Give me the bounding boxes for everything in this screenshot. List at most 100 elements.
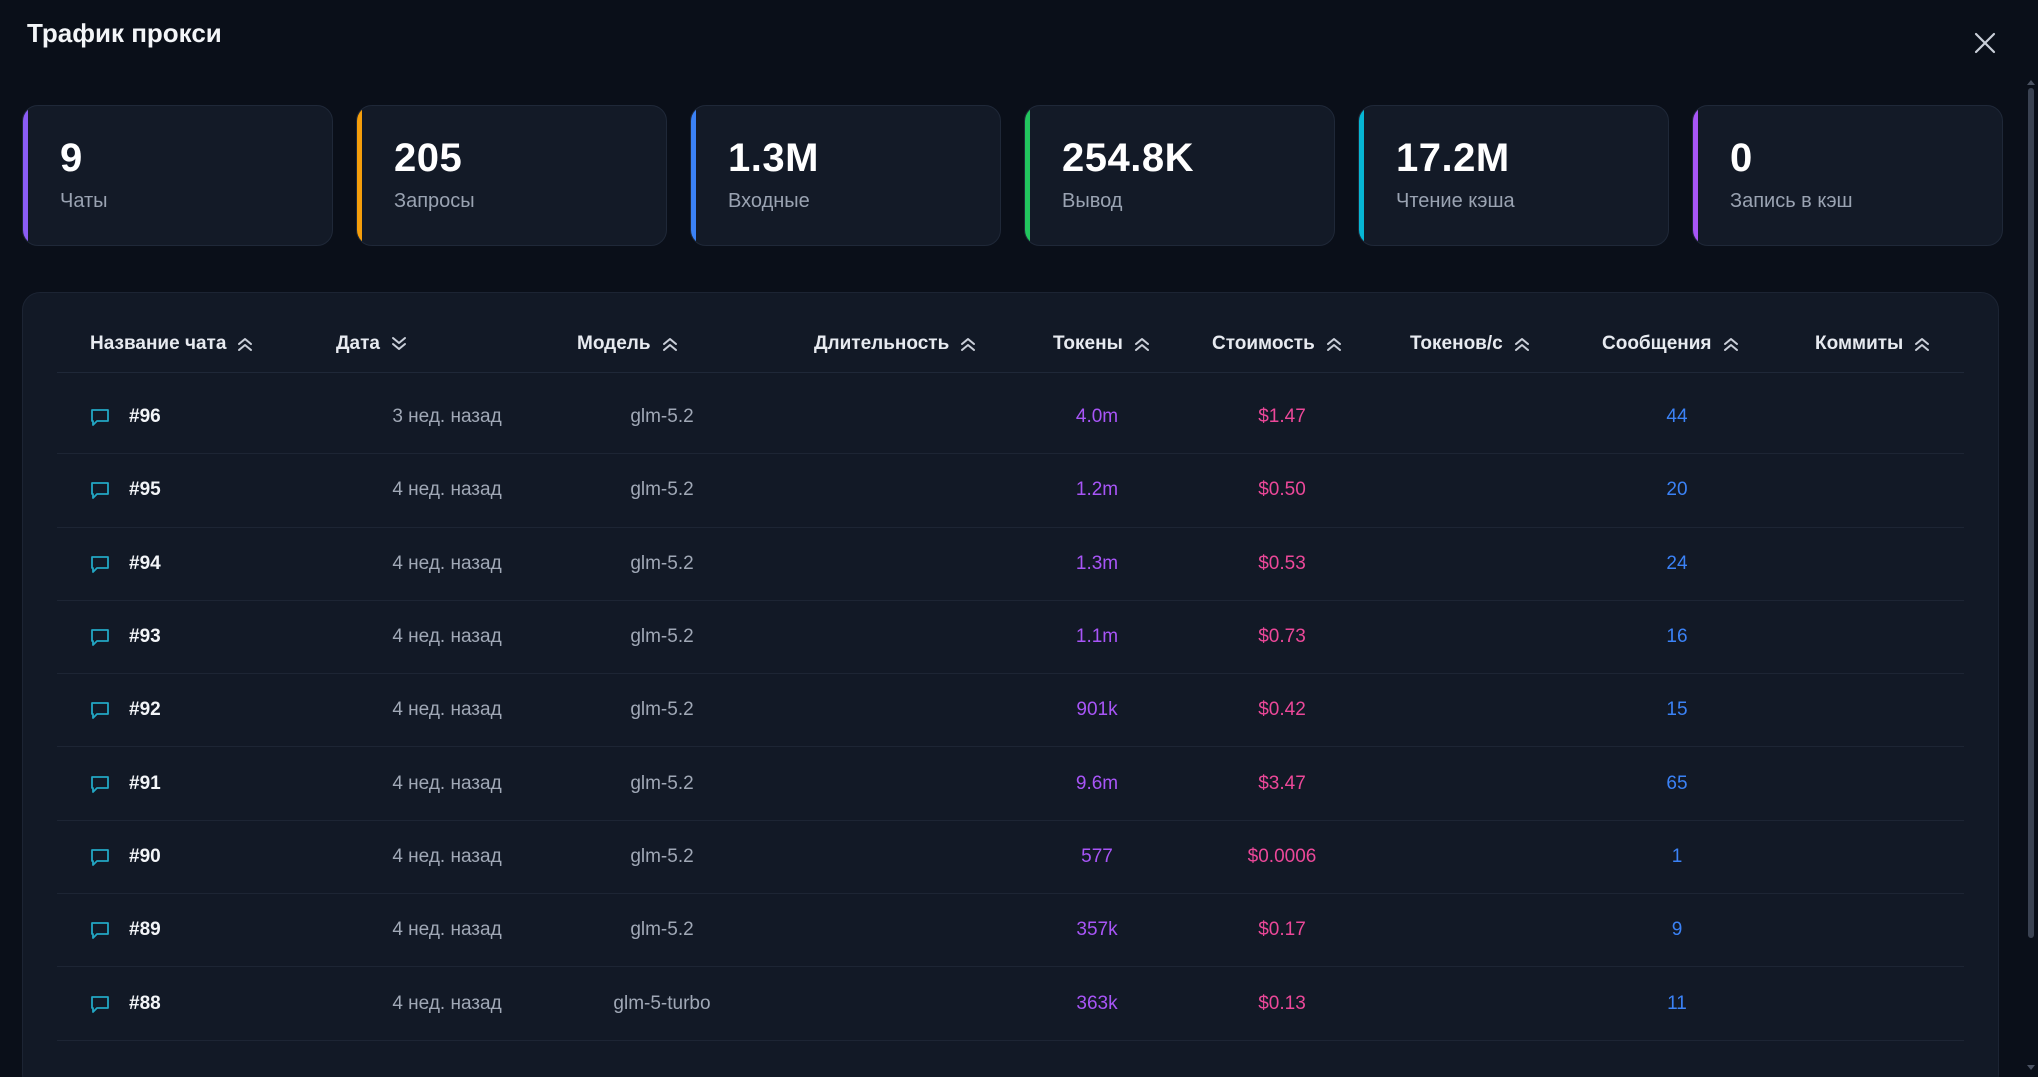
column-header-tokens[interactable]: Токены bbox=[1053, 333, 1151, 355]
stat-accent bbox=[23, 106, 28, 245]
chat-date: 4 нед. назад bbox=[392, 626, 502, 648]
chat-tokens: 1.1m bbox=[1075, 626, 1119, 648]
chat-messages: 9 bbox=[1671, 919, 1683, 941]
modal-title: Трафик прокси bbox=[27, 18, 222, 48]
column-header-date[interactable]: Дата bbox=[336, 333, 408, 355]
chat-cost: $3.47 bbox=[1258, 772, 1306, 794]
scroll-down-arrow[interactable] bbox=[2027, 1065, 2035, 1070]
stat-label: Входные bbox=[728, 190, 810, 212]
chat-cost: $0.73 bbox=[1258, 626, 1306, 648]
chat-tokens: 577 bbox=[1081, 845, 1113, 867]
stat-card-input: 1.3M Входные bbox=[690, 105, 1001, 246]
table-row[interactable]: #95 4 нед. назад glm-5.2 1.2m $0.50 20 bbox=[57, 454, 1964, 528]
chat-bubble-icon bbox=[89, 919, 111, 941]
chat-name[interactable]: #94 bbox=[129, 552, 161, 574]
chat-cost: $0.42 bbox=[1258, 699, 1306, 721]
table-row[interactable]: #96 3 нед. назад glm-5.2 4.0m $1.47 44 bbox=[57, 381, 1964, 455]
chat-name[interactable]: #89 bbox=[129, 919, 161, 941]
stat-label: Запись в кэш bbox=[1730, 190, 1853, 212]
table-row[interactable]: #92 4 нед. назад glm-5.2 901k $0.42 15 bbox=[57, 674, 1964, 748]
stat-value: 0 bbox=[1730, 136, 1753, 180]
chat-bubble-icon bbox=[89, 846, 111, 868]
chat-messages: 65 bbox=[1666, 772, 1688, 794]
table-body: #96 3 нед. назад glm-5.2 4.0m $1.47 44 #95 4 не… bbox=[57, 381, 1964, 1041]
scroll-up-arrow[interactable] bbox=[2027, 80, 2035, 85]
chat-bubble-icon bbox=[89, 553, 111, 575]
chat-bubble-icon bbox=[89, 626, 111, 648]
stat-label: Чтение кэша bbox=[1396, 190, 1515, 212]
column-label: Название чата bbox=[90, 333, 227, 354]
table-row[interactable]: #88 4 нед. назад glm-5-turbo 363k $0.13 11 bbox=[57, 967, 1964, 1041]
chevron-double-up-icon bbox=[1134, 338, 1149, 351]
chat-name[interactable]: #93 bbox=[129, 626, 161, 648]
chat-model: glm-5-turbo bbox=[613, 992, 711, 1014]
column-header-duration[interactable]: Длительность bbox=[814, 333, 977, 355]
stat-label: Вывод bbox=[1062, 190, 1123, 212]
chat-tokens: 4.0m bbox=[1075, 406, 1119, 428]
chat-name[interactable]: #95 bbox=[129, 479, 161, 501]
chevron-double-up-icon bbox=[1326, 338, 1341, 351]
chat-name[interactable]: #90 bbox=[129, 845, 161, 867]
column-label: Сообщения bbox=[1602, 333, 1712, 354]
column-label: Стоимость bbox=[1212, 333, 1315, 354]
stat-value: 205 bbox=[394, 136, 463, 180]
column-header-cost[interactable]: Стоимость bbox=[1212, 333, 1343, 355]
column-header-messages[interactable]: Сообщения bbox=[1602, 333, 1740, 355]
chevron-double-up-icon bbox=[238, 338, 253, 351]
stat-value: 17.2M bbox=[1396, 136, 1510, 180]
chat-messages: 44 bbox=[1666, 406, 1688, 428]
stat-value: 1.3M bbox=[728, 136, 819, 180]
chat-tokens: 901k bbox=[1076, 699, 1118, 721]
chat-name[interactable]: #91 bbox=[129, 772, 161, 794]
column-header-tokens-per-sec[interactable]: Токенов/с bbox=[1410, 333, 1531, 355]
table-row[interactable]: #91 4 нед. назад glm-5.2 9.6m $3.47 65 bbox=[57, 747, 1964, 821]
table-row[interactable]: #93 4 нед. назад glm-5.2 1.1m $0.73 16 bbox=[57, 601, 1964, 675]
chat-messages: 24 bbox=[1666, 552, 1688, 574]
close-icon bbox=[1974, 32, 1996, 54]
table-row[interactable]: #90 4 нед. назад glm-5.2 577 $0.0006 1 bbox=[57, 821, 1964, 895]
chat-model: glm-5.2 bbox=[630, 552, 694, 574]
table-row[interactable]: #89 4 нед. назад glm-5.2 357k $0.17 9 bbox=[57, 894, 1964, 968]
chat-bubble-icon bbox=[89, 406, 111, 428]
column-header-chat-name[interactable]: Название чата bbox=[90, 333, 254, 355]
chat-bubble-icon bbox=[89, 699, 111, 721]
chat-bubble-icon bbox=[89, 993, 111, 1015]
chat-cost: $0.50 bbox=[1258, 479, 1306, 501]
chats-table: Название чата Дата Модель Длительность Т… bbox=[22, 292, 1999, 1077]
stat-accent bbox=[1025, 106, 1030, 245]
column-label: Токенов/с bbox=[1410, 333, 1503, 354]
chat-date: 4 нед. назад bbox=[392, 772, 502, 794]
close-button[interactable] bbox=[1968, 26, 2002, 60]
stat-card-cache-write: 0 Запись в кэш bbox=[1692, 105, 2003, 246]
column-label: Токены bbox=[1053, 333, 1123, 354]
column-header-commits[interactable]: Коммиты bbox=[1815, 333, 1931, 355]
chat-date: 4 нед. назад bbox=[392, 699, 502, 721]
scrollbar[interactable] bbox=[2027, 80, 2035, 1070]
stats-row: 9 Чаты 205 Запросы 1.3M Входные 254.8K В… bbox=[22, 105, 2003, 246]
chat-cost: $0.0006 bbox=[1247, 845, 1317, 867]
chevron-double-up-icon bbox=[1915, 338, 1930, 351]
chat-tokens: 1.2m bbox=[1075, 479, 1119, 501]
chat-date: 4 нед. назад bbox=[392, 479, 502, 501]
chat-name[interactable]: #88 bbox=[129, 992, 161, 1014]
chat-model: glm-5.2 bbox=[630, 699, 694, 721]
chat-tokens: 9.6m bbox=[1075, 772, 1119, 794]
stat-accent bbox=[691, 106, 696, 245]
column-header-model[interactable]: Модель bbox=[577, 333, 679, 355]
chat-messages: 20 bbox=[1666, 479, 1688, 501]
stat-label: Запросы bbox=[394, 190, 475, 212]
chat-bubble-icon bbox=[89, 773, 111, 795]
stat-accent bbox=[1693, 106, 1698, 245]
chat-date: 4 нед. назад bbox=[392, 992, 502, 1014]
chat-messages: 16 bbox=[1666, 626, 1688, 648]
chevron-double-up-icon bbox=[662, 338, 677, 351]
stat-accent bbox=[357, 106, 362, 245]
chat-name[interactable]: #92 bbox=[129, 699, 161, 721]
stat-accent bbox=[1359, 106, 1364, 245]
column-label: Коммиты bbox=[1815, 333, 1904, 354]
scroll-thumb[interactable] bbox=[2028, 88, 2034, 938]
table-row[interactable]: #94 4 нед. назад glm-5.2 1.3m $0.53 24 bbox=[57, 528, 1964, 601]
stat-value: 9 bbox=[60, 136, 83, 180]
chat-name[interactable]: #96 bbox=[129, 406, 161, 428]
